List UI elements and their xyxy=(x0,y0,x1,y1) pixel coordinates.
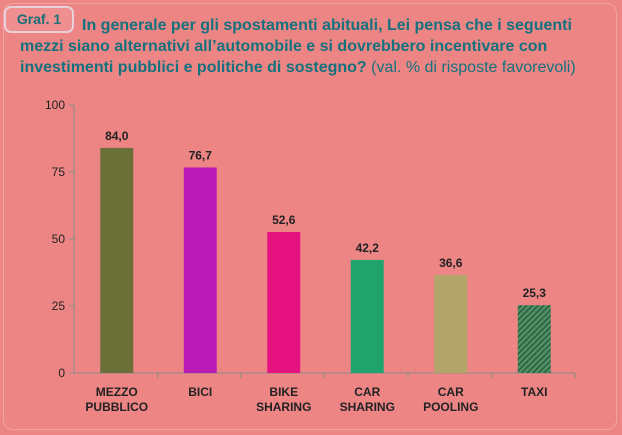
bar xyxy=(434,274,468,373)
x-tick-label: CAR xyxy=(438,385,464,399)
title-line-3-text: investimenti pubblici e politiche di sos… xyxy=(20,59,367,76)
y-tick-label: 50 xyxy=(52,232,66,246)
x-tick-label: BICI xyxy=(188,385,212,399)
title-line-2: mezzi siano alternativi all’automobile e… xyxy=(20,38,548,55)
y-tick-label: 0 xyxy=(58,366,65,380)
title-line-3: investimenti pubblici e politiche di sos… xyxy=(20,57,612,78)
bar xyxy=(350,259,384,373)
title-line-1: In generale per gli spostamenti abituali… xyxy=(82,17,572,34)
x-tick-label: CAR xyxy=(354,385,380,399)
bar xyxy=(100,147,134,373)
data-label: 25,3 xyxy=(523,286,547,300)
x-tick-label: TAXI xyxy=(521,385,547,399)
bar xyxy=(267,232,301,373)
bar xyxy=(183,167,217,373)
data-label: 42,2 xyxy=(356,241,380,255)
y-tick-label: 100 xyxy=(45,98,65,112)
x-tick-label: PUBBLICO xyxy=(85,400,148,414)
data-label: 84,0 xyxy=(105,129,129,143)
y-tick-label: 25 xyxy=(52,299,66,313)
title-note: (val. % di risposte favorevoli) xyxy=(371,59,576,76)
x-tick-label: BIKE xyxy=(269,385,298,399)
x-tick-label: SHARING xyxy=(340,400,395,414)
chart-frame xyxy=(3,3,617,430)
x-tick-label: SHARING xyxy=(256,400,311,414)
figure-badge: Graf. 1 xyxy=(4,6,74,33)
data-label: 52,6 xyxy=(272,213,296,227)
bar xyxy=(517,305,551,373)
x-tick-label: MEZZO xyxy=(96,385,138,399)
data-label: 76,7 xyxy=(189,148,213,162)
chart-title: In generale per gli spostamenti abituali… xyxy=(20,15,612,78)
x-tick-label: POOLING xyxy=(423,400,478,414)
data-label: 36,6 xyxy=(439,256,463,270)
y-tick-label: 75 xyxy=(52,165,66,179)
